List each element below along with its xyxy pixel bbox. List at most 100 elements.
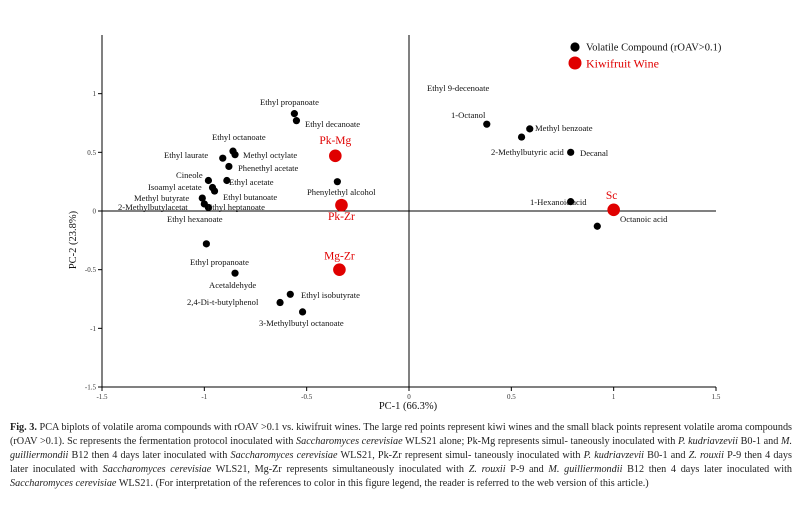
label-octanoic-acid: Octanoic acid (620, 214, 668, 224)
point-volatile-compound (198, 194, 206, 202)
label-ethyl-9-decenoate: Ethyl 9-decenoate (427, 83, 489, 93)
legend-marker-volatile (570, 42, 580, 52)
point-volatile-compound (517, 133, 526, 141)
label-wine-sc: Sc (606, 190, 618, 202)
y-tick-label: 0 (93, 208, 97, 216)
y-tick-label: 0.5 (87, 149, 96, 157)
label-1-hexanoic-acid: 1-Hexanoic acid (530, 197, 587, 207)
label-ethyl-butanoate: Ethyl butanoate (223, 192, 277, 202)
plot-axes (101, 35, 716, 388)
point-wine-sc (607, 203, 620, 217)
caption-text: volatile aroma compounds (rOAV >0.1). Sc… (10, 422, 793, 447)
caption-text: B12 then 4 days later inoculated with (622, 464, 793, 475)
caption-species-name: Saccharomyces cerevisiae (102, 464, 212, 475)
point-volatile-compound (593, 222, 601, 230)
label-2-methylbutylacetat: 2-Methylbutylacetat (118, 202, 188, 212)
label-methyl-benzoate: Methyl benzoate (535, 123, 593, 133)
label-wine-mg-zr: Mg-Zr (324, 251, 355, 263)
point-volatile-compound (231, 269, 239, 277)
label-3-methylbutyl-octanoate: 3-Methylbutyl octanoate (259, 318, 344, 328)
label-isoamyl-acetate: Isoamyl acetate (148, 182, 202, 192)
caption-text: P-9 and (505, 464, 549, 475)
label-2-4-di-t-butylphenol: 2,4-Di-t-butylphenol (187, 297, 259, 307)
label-ethyl-laurate: Ethyl laurate (164, 150, 208, 160)
label-ethyl-heptanoate: Ethyl heptanoate (207, 202, 265, 212)
caption-text: P-9 then 4 days later inoculated with (10, 450, 792, 475)
caption-text: PCA biplots of volatile aroma compounds … (36, 422, 682, 433)
x-tick-label: 0 (407, 393, 411, 401)
point-volatile-compound (210, 187, 219, 195)
label-1-octanol: 1-Octanol (451, 110, 486, 120)
label-ethyl-decanoate: Ethyl decanoate (305, 119, 360, 129)
caption-text: WLS21. (For interpretation of the refere… (116, 478, 335, 489)
caption-fig-label: Fig. 3. (10, 422, 37, 433)
label-phenylethyl-alcohol: Phenylethyl alcohol (307, 187, 376, 197)
x-tick-label: -1.5 (96, 393, 108, 401)
caption-species-name: P. kudriavzevii (678, 436, 738, 447)
caption-text: taneously inoculated with (474, 450, 584, 461)
label-acetaldehyde: Acetaldehyde (209, 280, 256, 290)
y-tick-label: -1 (90, 325, 96, 333)
label-wine-pk-zr: Pk-Zr (328, 211, 355, 223)
label-methyl-butyrate: Methyl butyrate (134, 193, 189, 203)
caption-species-name: Z. rouxii (688, 450, 724, 461)
x-axis-label: PC-1 (66.3%) (379, 401, 438, 412)
caption-text: WLS21, Pk-Zr represent simul- (337, 450, 472, 461)
point-volatile-compound (567, 198, 575, 206)
point-wine-pk-zr (335, 198, 348, 212)
y-tick-label: 1 (93, 90, 97, 98)
point-volatile-compound (298, 308, 307, 316)
y-axis-label: PC-2 (23.8%) (68, 210, 79, 269)
legend-marker-kiwifruit-wine (568, 56, 582, 70)
point-volatile-compound (286, 290, 294, 298)
caption-text: in this figure legend, the reader is ref… (337, 478, 649, 489)
point-labels: Ethyl propanoate Ethyl decanoate Ethyl oct… (118, 83, 668, 328)
caption-species-name: M. guilliermondii (548, 464, 623, 475)
x-tick-label: 1 (612, 393, 616, 401)
caption-species-name: Saccharomyces cerevisiae (296, 436, 403, 447)
caption-text: WLS21 alone; Pk-Mg represents simul- (402, 436, 568, 447)
caption-text: taneously inoculated with (570, 436, 679, 447)
point-volatile-compound (567, 148, 575, 156)
caption-text: B12 then 4 days later inoculated with (68, 450, 231, 461)
point-volatile-compound (483, 120, 491, 128)
label-ethyl-acetate: Ethyl acetate (229, 177, 274, 187)
point-volatile-compound (225, 162, 233, 171)
caption-species-name: M. guilliermondii (10, 436, 793, 461)
legend-label-kiwifruit-wine: Kiwifruit Wine (586, 57, 659, 71)
caption-species-name: Saccharomyces cerevisiae (230, 450, 338, 461)
point-volatile-compound (333, 178, 341, 186)
point-volatile-compound (204, 176, 213, 185)
point-volatile-compound (223, 176, 231, 185)
caption-text: B0-1 and (737, 436, 781, 447)
caption-species-name: Z. rouxii (468, 464, 506, 475)
point-volatile-compound (219, 154, 227, 162)
pca-biplot: -1.5 -1 -0.5 0 0.5 1 1.5 -1.5 -1 -0.5 0 0.5 1 Ethyl … (68, 35, 722, 412)
y-tick-label: -0.5 (85, 266, 97, 274)
point-wine-pk-mg (329, 149, 342, 163)
axis-ticks: -1.5 -1 -0.5 0 0.5 1 1.5 -1.5 -1 -0.5 0 0.5 1 (85, 90, 721, 401)
point-volatile-compound (290, 110, 298, 118)
legend: Volatile Compound (rOAV>0.1) Kiwifruit W… (568, 42, 722, 71)
caption-species-name: Saccharomyces cerevisiae (10, 478, 117, 489)
x-tick-label: -0.5 (301, 393, 313, 401)
data-points (198, 110, 620, 316)
label-2-methylbutyric-acid: 2-Methylbutyric acid (491, 147, 564, 157)
figure-caption: Fig. 3. PCA biplots of volatile aroma co… (10, 421, 792, 491)
x-tick-label: 0.5 (507, 393, 516, 401)
label-methyl-octylate: Methyl octylate (243, 150, 297, 160)
label-ethyl-isobutyrate: Ethyl isobutyrate (301, 290, 360, 300)
label-ethyl-octanoate: Ethyl octanoate (212, 132, 266, 142)
point-volatile-compound (292, 117, 301, 125)
label-ethyl-hexanoate: Ethyl hexanoate (167, 214, 223, 224)
label-ethyl-propanoate: Ethyl propanoate (260, 97, 319, 107)
y-tick-label: -1.5 (85, 384, 97, 392)
caption-species-name: P. kudriavzevii (583, 450, 645, 461)
label-wine-pk-mg: Pk-Mg (319, 135, 351, 147)
point-volatile-compound (202, 240, 210, 248)
label-phenethyl-acetate: Phenethyl acetate (238, 163, 299, 173)
x-tick-label: -1 (201, 393, 207, 401)
label-decanal: Decanal (580, 148, 609, 158)
point-volatile-compound (276, 298, 284, 307)
caption-text: WLS21, Mg-Zr represents simultaneously (211, 464, 395, 475)
